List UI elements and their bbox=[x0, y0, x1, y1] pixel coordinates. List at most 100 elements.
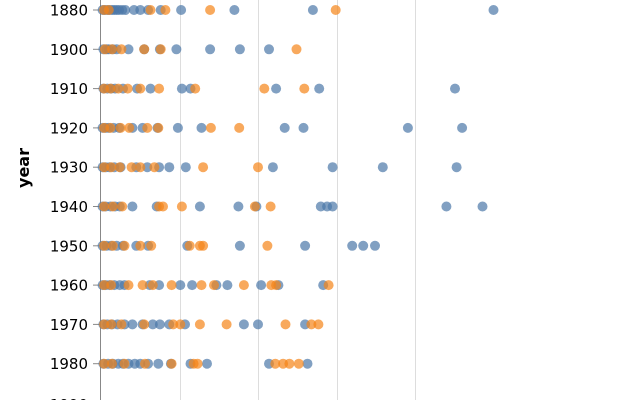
scatter-point bbox=[221, 319, 232, 330]
scatter-point bbox=[122, 83, 133, 94]
scatter-point bbox=[259, 83, 270, 94]
scatter-point bbox=[106, 319, 117, 330]
scatter-point bbox=[116, 319, 127, 330]
scatter-point bbox=[113, 83, 124, 94]
scatter-point bbox=[450, 83, 460, 94]
scatter-point bbox=[135, 240, 146, 251]
scatter-point bbox=[457, 122, 468, 133]
scatter-point bbox=[299, 83, 310, 94]
y-tick-label: 1880 bbox=[50, 2, 88, 20]
scatter-point bbox=[127, 319, 138, 330]
scatter-point bbox=[166, 358, 177, 369]
scatter-point bbox=[441, 201, 452, 212]
scatter-point bbox=[135, 5, 146, 15]
svg-text:1990: 1990 bbox=[50, 396, 88, 400]
scatter-point bbox=[280, 319, 291, 330]
scatter-point bbox=[154, 83, 165, 94]
scatter-point bbox=[99, 201, 110, 212]
scatter-point bbox=[172, 122, 183, 133]
y-tick-label: 1970 bbox=[50, 316, 88, 334]
scatter-point bbox=[146, 240, 157, 251]
scatter-point bbox=[198, 162, 209, 173]
scatter-point bbox=[175, 319, 186, 330]
scatter-point bbox=[119, 240, 130, 251]
scatter-point bbox=[488, 5, 499, 15]
scatter-point bbox=[176, 201, 187, 212]
scatter-point bbox=[180, 162, 191, 173]
scatter-point bbox=[142, 122, 153, 133]
scatter-point bbox=[198, 240, 209, 251]
scatter-point bbox=[192, 358, 203, 369]
scatter-point bbox=[137, 280, 148, 291]
scatter-point bbox=[123, 280, 134, 291]
scatter-point bbox=[99, 44, 110, 55]
scatter-point bbox=[153, 358, 164, 369]
scatter-point bbox=[155, 44, 166, 55]
scatter-point bbox=[142, 162, 153, 173]
scatter-point bbox=[265, 201, 276, 212]
scatter-point bbox=[249, 201, 260, 212]
scatter-point bbox=[117, 201, 128, 212]
scatter-point bbox=[267, 162, 278, 173]
scatter-point bbox=[271, 280, 282, 291]
scatter-point bbox=[99, 162, 110, 173]
scatter-point bbox=[168, 319, 179, 330]
x-gridlines bbox=[180, 0, 416, 400]
scatter-point bbox=[370, 240, 380, 251]
scatter-point bbox=[154, 319, 165, 330]
scatter-point bbox=[284, 358, 295, 369]
scatter-point bbox=[377, 162, 388, 173]
scatter-point bbox=[234, 122, 245, 133]
scatter-point bbox=[120, 5, 131, 15]
scatter-point bbox=[184, 240, 195, 251]
scatter-point bbox=[139, 319, 150, 330]
scatter-point bbox=[160, 5, 171, 15]
scatter-point bbox=[187, 280, 198, 291]
scatter-point bbox=[99, 280, 110, 291]
scatter-point bbox=[451, 162, 462, 173]
scatter-point bbox=[256, 280, 267, 291]
scatter-point bbox=[194, 319, 205, 330]
scatter-point bbox=[279, 122, 290, 133]
scatter-point bbox=[271, 83, 282, 94]
y-axis-title: year bbox=[14, 148, 33, 188]
scatter-point bbox=[327, 201, 338, 212]
scatter-point bbox=[313, 319, 324, 330]
y-tick-label: 1920 bbox=[50, 119, 88, 137]
y-tick-label: 1940 bbox=[50, 198, 88, 216]
scatter-point bbox=[135, 162, 146, 173]
scatter-point bbox=[175, 280, 186, 291]
y-tick-label: 1950 bbox=[50, 237, 88, 255]
scatter-point bbox=[147, 280, 158, 291]
scatter-point bbox=[264, 44, 274, 55]
scatter-point bbox=[176, 83, 187, 94]
scatter-point bbox=[222, 280, 233, 291]
scatter-point bbox=[99, 319, 110, 330]
y-tick-label: 1930 bbox=[50, 159, 88, 177]
scatter-point bbox=[190, 83, 201, 94]
scatter-point bbox=[229, 5, 240, 15]
scatter-point bbox=[140, 358, 150, 369]
scatter-point bbox=[307, 5, 318, 15]
scatter-series bbox=[99, 5, 341, 369]
scatter-point bbox=[327, 162, 338, 173]
scatter-point bbox=[196, 280, 207, 291]
y-tick-partial: 1990 bbox=[50, 396, 88, 400]
scatter-point bbox=[127, 201, 138, 212]
scatter-point bbox=[105, 122, 116, 133]
scatter-point bbox=[135, 83, 146, 94]
scatter-point bbox=[291, 44, 302, 55]
scatter-point bbox=[153, 122, 164, 133]
scatter-point bbox=[298, 122, 309, 133]
scatter-point bbox=[314, 83, 325, 94]
scatter-point bbox=[233, 201, 244, 212]
scatter-point bbox=[166, 280, 177, 291]
scatter-point bbox=[107, 240, 118, 251]
scatter-point bbox=[105, 83, 116, 94]
scatter-point bbox=[209, 280, 219, 291]
scatter-point bbox=[147, 319, 158, 330]
scatter-point bbox=[234, 240, 245, 251]
scatter-point bbox=[106, 280, 117, 291]
scatter-point bbox=[194, 201, 205, 212]
y-tick-label: 1980 bbox=[50, 355, 88, 373]
